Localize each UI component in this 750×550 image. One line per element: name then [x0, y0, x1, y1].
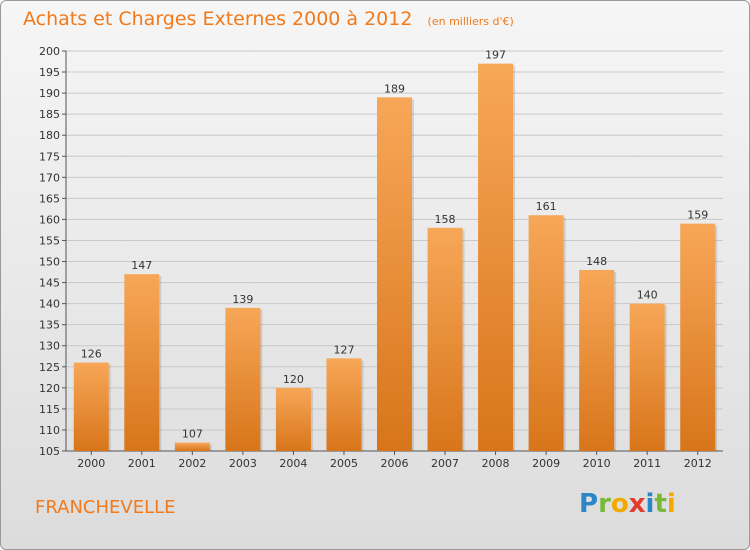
bar: [326, 358, 362, 451]
bars: [73, 63, 718, 451]
logo-letter: P: [579, 489, 599, 519]
x-tick-label: 2005: [330, 457, 358, 470]
logo-letter: o: [610, 489, 629, 519]
x-tick-label: 2000: [77, 457, 105, 470]
y-tick-label: 160: [39, 213, 60, 226]
x-tick-label: 2003: [229, 457, 257, 470]
y-tick-label: 130: [39, 340, 60, 353]
data-label: 159: [687, 209, 708, 222]
bar: [225, 307, 261, 451]
logo-letter: i: [666, 489, 676, 519]
labels: 105 110 115 120 125 130 135 140 145 150 155 160 165 1…: [39, 45, 712, 470]
y-tick-label: 110: [39, 424, 60, 437]
y-tick-label: 190: [39, 87, 60, 100]
y-tick-label: 185: [39, 108, 60, 121]
bar: [629, 303, 665, 451]
x-tick-label: 2012: [684, 457, 712, 470]
bar: [275, 387, 311, 451]
bar: [528, 215, 564, 451]
bar: [478, 63, 514, 451]
logo-letter: t: [654, 489, 667, 519]
data-label: 107: [182, 428, 203, 441]
y-tick-label: 195: [39, 66, 60, 79]
y-tick-label: 150: [39, 256, 60, 269]
y-tick-label: 125: [39, 361, 60, 374]
x-tick-label: 2004: [279, 457, 307, 470]
y-tick-label: 120: [39, 382, 60, 395]
x-tick-label: 2006: [381, 457, 409, 470]
y-tick-label: 175: [39, 150, 60, 163]
unit-note: (en milliers d'€): [427, 15, 514, 28]
x-tick-label: 2011: [633, 457, 661, 470]
x-tick-label: 2008: [482, 457, 510, 470]
y-tick-label: 145: [39, 277, 60, 290]
x-tick-label: 2009: [532, 457, 560, 470]
title-row: Achats et Charges Externes 2000 à 2012 (…: [23, 8, 514, 30]
data-label: 139: [232, 293, 253, 306]
y-tick-label: 180: [39, 129, 60, 142]
bar: [579, 269, 615, 451]
data-label: 148: [586, 255, 607, 268]
place-name: FRANCHEVELLE: [35, 497, 176, 518]
proxiti-logo: Proxiti: [579, 489, 676, 519]
y-tick-label: 140: [39, 298, 60, 311]
y-tick-label: 135: [39, 319, 60, 332]
y-tick-label: 105: [39, 445, 60, 458]
x-tick-label: 2007: [431, 457, 459, 470]
chart-title: Achats et Charges Externes 2000 à 2012: [23, 8, 413, 30]
data-label: 147: [131, 259, 152, 272]
data-label: 197: [485, 49, 506, 62]
y-tick-label: 200: [39, 45, 60, 58]
x-tick-label: 2001: [128, 457, 156, 470]
x-tick-label: 2002: [178, 457, 206, 470]
bar: [427, 227, 463, 451]
y-tick-label: 165: [39, 192, 60, 205]
data-label: 126: [81, 348, 102, 361]
bar: [73, 362, 109, 451]
bar: [680, 223, 716, 451]
logo-letter: r: [598, 489, 611, 519]
bar: [377, 97, 412, 451]
bar: [174, 442, 210, 451]
data-label: 120: [283, 373, 304, 386]
logo-letter: i: [645, 489, 655, 519]
data-label: 161: [536, 200, 557, 213]
y-tick-label: 170: [39, 171, 60, 184]
y-tick-label: 115: [39, 403, 60, 416]
x-tick-label: 2010: [583, 457, 611, 470]
data-label: 189: [384, 82, 405, 95]
data-label: 127: [333, 343, 354, 356]
y-tick-label: 155: [39, 234, 60, 247]
data-label: 158: [435, 213, 456, 226]
logo-letter: x: [628, 489, 646, 519]
data-label: 140: [637, 289, 658, 302]
bar: [124, 274, 160, 451]
